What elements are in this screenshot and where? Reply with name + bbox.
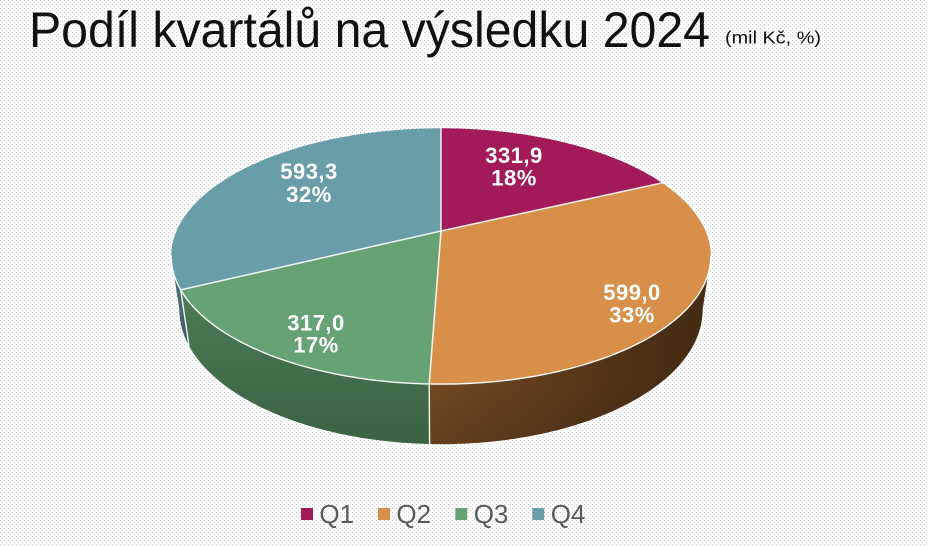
svg-text:17%: 17% xyxy=(293,333,339,358)
svg-text:33%: 33% xyxy=(609,303,655,328)
svg-text:32%: 32% xyxy=(286,182,332,207)
svg-text:331,9: 331,9 xyxy=(485,143,543,168)
svg-text:599,0: 599,0 xyxy=(603,280,661,305)
svg-text:(mil Kč, %): (mil Kč, %) xyxy=(725,28,821,48)
svg-text:Q4: Q4 xyxy=(551,499,586,529)
svg-text:Q1: Q1 xyxy=(319,499,354,529)
svg-text:18%: 18% xyxy=(491,165,537,190)
svg-text:Q3: Q3 xyxy=(474,499,509,529)
svg-text:Q2: Q2 xyxy=(396,499,431,529)
svg-text:593,3: 593,3 xyxy=(280,159,338,184)
svg-text:317,0: 317,0 xyxy=(287,311,345,336)
svg-text:Podíl kvartálů na výsledku 202: Podíl kvartálů na výsledku 2024 xyxy=(29,2,710,58)
